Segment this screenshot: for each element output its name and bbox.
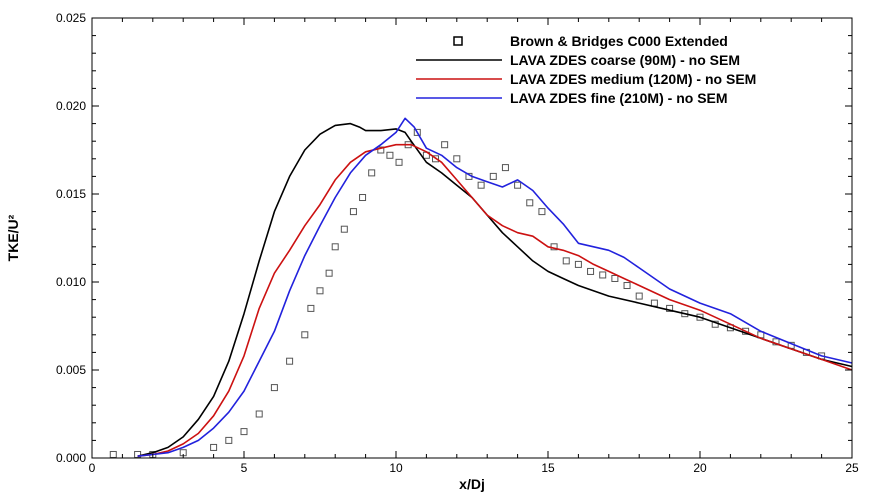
experiment-marker [349, 208, 357, 216]
experiment-marker [225, 436, 233, 444]
experiment-marker [340, 225, 348, 233]
x-tick-label: 20 [693, 461, 707, 475]
experiment-marker [666, 304, 674, 312]
legend: Brown & Bridges C000 Extended LAVA ZDES c… [416, 33, 756, 106]
experiment-marker [270, 384, 278, 392]
series-line-1 [137, 122, 853, 457]
experiment-marker [432, 155, 440, 163]
legend-label: LAVA ZDES medium (120M) - no SEM [510, 71, 756, 87]
y-tick-label: 0.025 [56, 11, 86, 25]
experiment-marker [413, 128, 421, 136]
experiment-marker [526, 199, 534, 207]
experiment-marker [134, 450, 142, 458]
x-tick-label: 0 [89, 461, 96, 475]
experiment-marker [562, 257, 570, 265]
tick-labels: 0 5 10 15 20 25 0.000 0.005 0.010 0.015 0.020 0.025 [56, 11, 859, 475]
y-axis-title: TKE/U² [5, 214, 21, 261]
experiment-marker [501, 164, 509, 172]
y-tick-label: 0.005 [56, 363, 86, 377]
experiment-marker [255, 410, 263, 418]
experiment-marker [574, 260, 582, 268]
experiment-marker [359, 194, 367, 202]
y-tick-label: 0.000 [56, 451, 86, 465]
legend-label: LAVA ZDES coarse (90M) - no SEM [510, 52, 740, 68]
experiment-marker [611, 274, 619, 282]
experiment-marker [377, 146, 385, 154]
y-tick-label: 0.020 [56, 99, 86, 113]
experiment-marker [514, 181, 522, 189]
experiment-marker [210, 443, 218, 451]
experiment-marker [331, 243, 339, 251]
plot-frame [91, 17, 853, 459]
legend-label: LAVA ZDES fine (210M) - no SEM [510, 90, 728, 106]
axis-ticks [91, 17, 853, 459]
legend-label: Brown & Bridges C000 Extended [510, 33, 728, 49]
x-tick-label: 25 [845, 461, 859, 475]
y-tick-label: 0.015 [56, 187, 86, 201]
experiment-marker [489, 172, 497, 180]
x-tick-label: 5 [241, 461, 248, 475]
experiment-marker [477, 181, 485, 189]
experiment-marker [109, 450, 117, 458]
experiment-marker [386, 151, 394, 159]
experiment-marker [325, 269, 333, 277]
experiment-marker [538, 208, 546, 216]
legend-marker-icon [453, 36, 463, 46]
experiment-marker [441, 141, 449, 149]
experiment-marker [395, 158, 403, 166]
x-tick-label: 15 [541, 461, 555, 475]
plot-area [109, 117, 853, 458]
experiment-marker [368, 169, 376, 177]
experiment-marker [635, 292, 643, 300]
experiment-marker [587, 267, 595, 275]
series-line-2 [137, 143, 853, 457]
experiment-marker [623, 282, 631, 290]
experiment-marker [240, 428, 248, 436]
experiment-marker [599, 271, 607, 279]
x-axis-title: x/Dj [459, 476, 485, 492]
experiment-marker [286, 357, 294, 365]
experiment-marker [453, 155, 461, 163]
x-tick-label: 10 [389, 461, 403, 475]
experiment-marker [316, 287, 324, 295]
experiment-marker [301, 331, 309, 339]
y-tick-label: 0.010 [56, 275, 86, 289]
experiment-marker [307, 304, 315, 312]
series-line-3 [137, 117, 853, 457]
